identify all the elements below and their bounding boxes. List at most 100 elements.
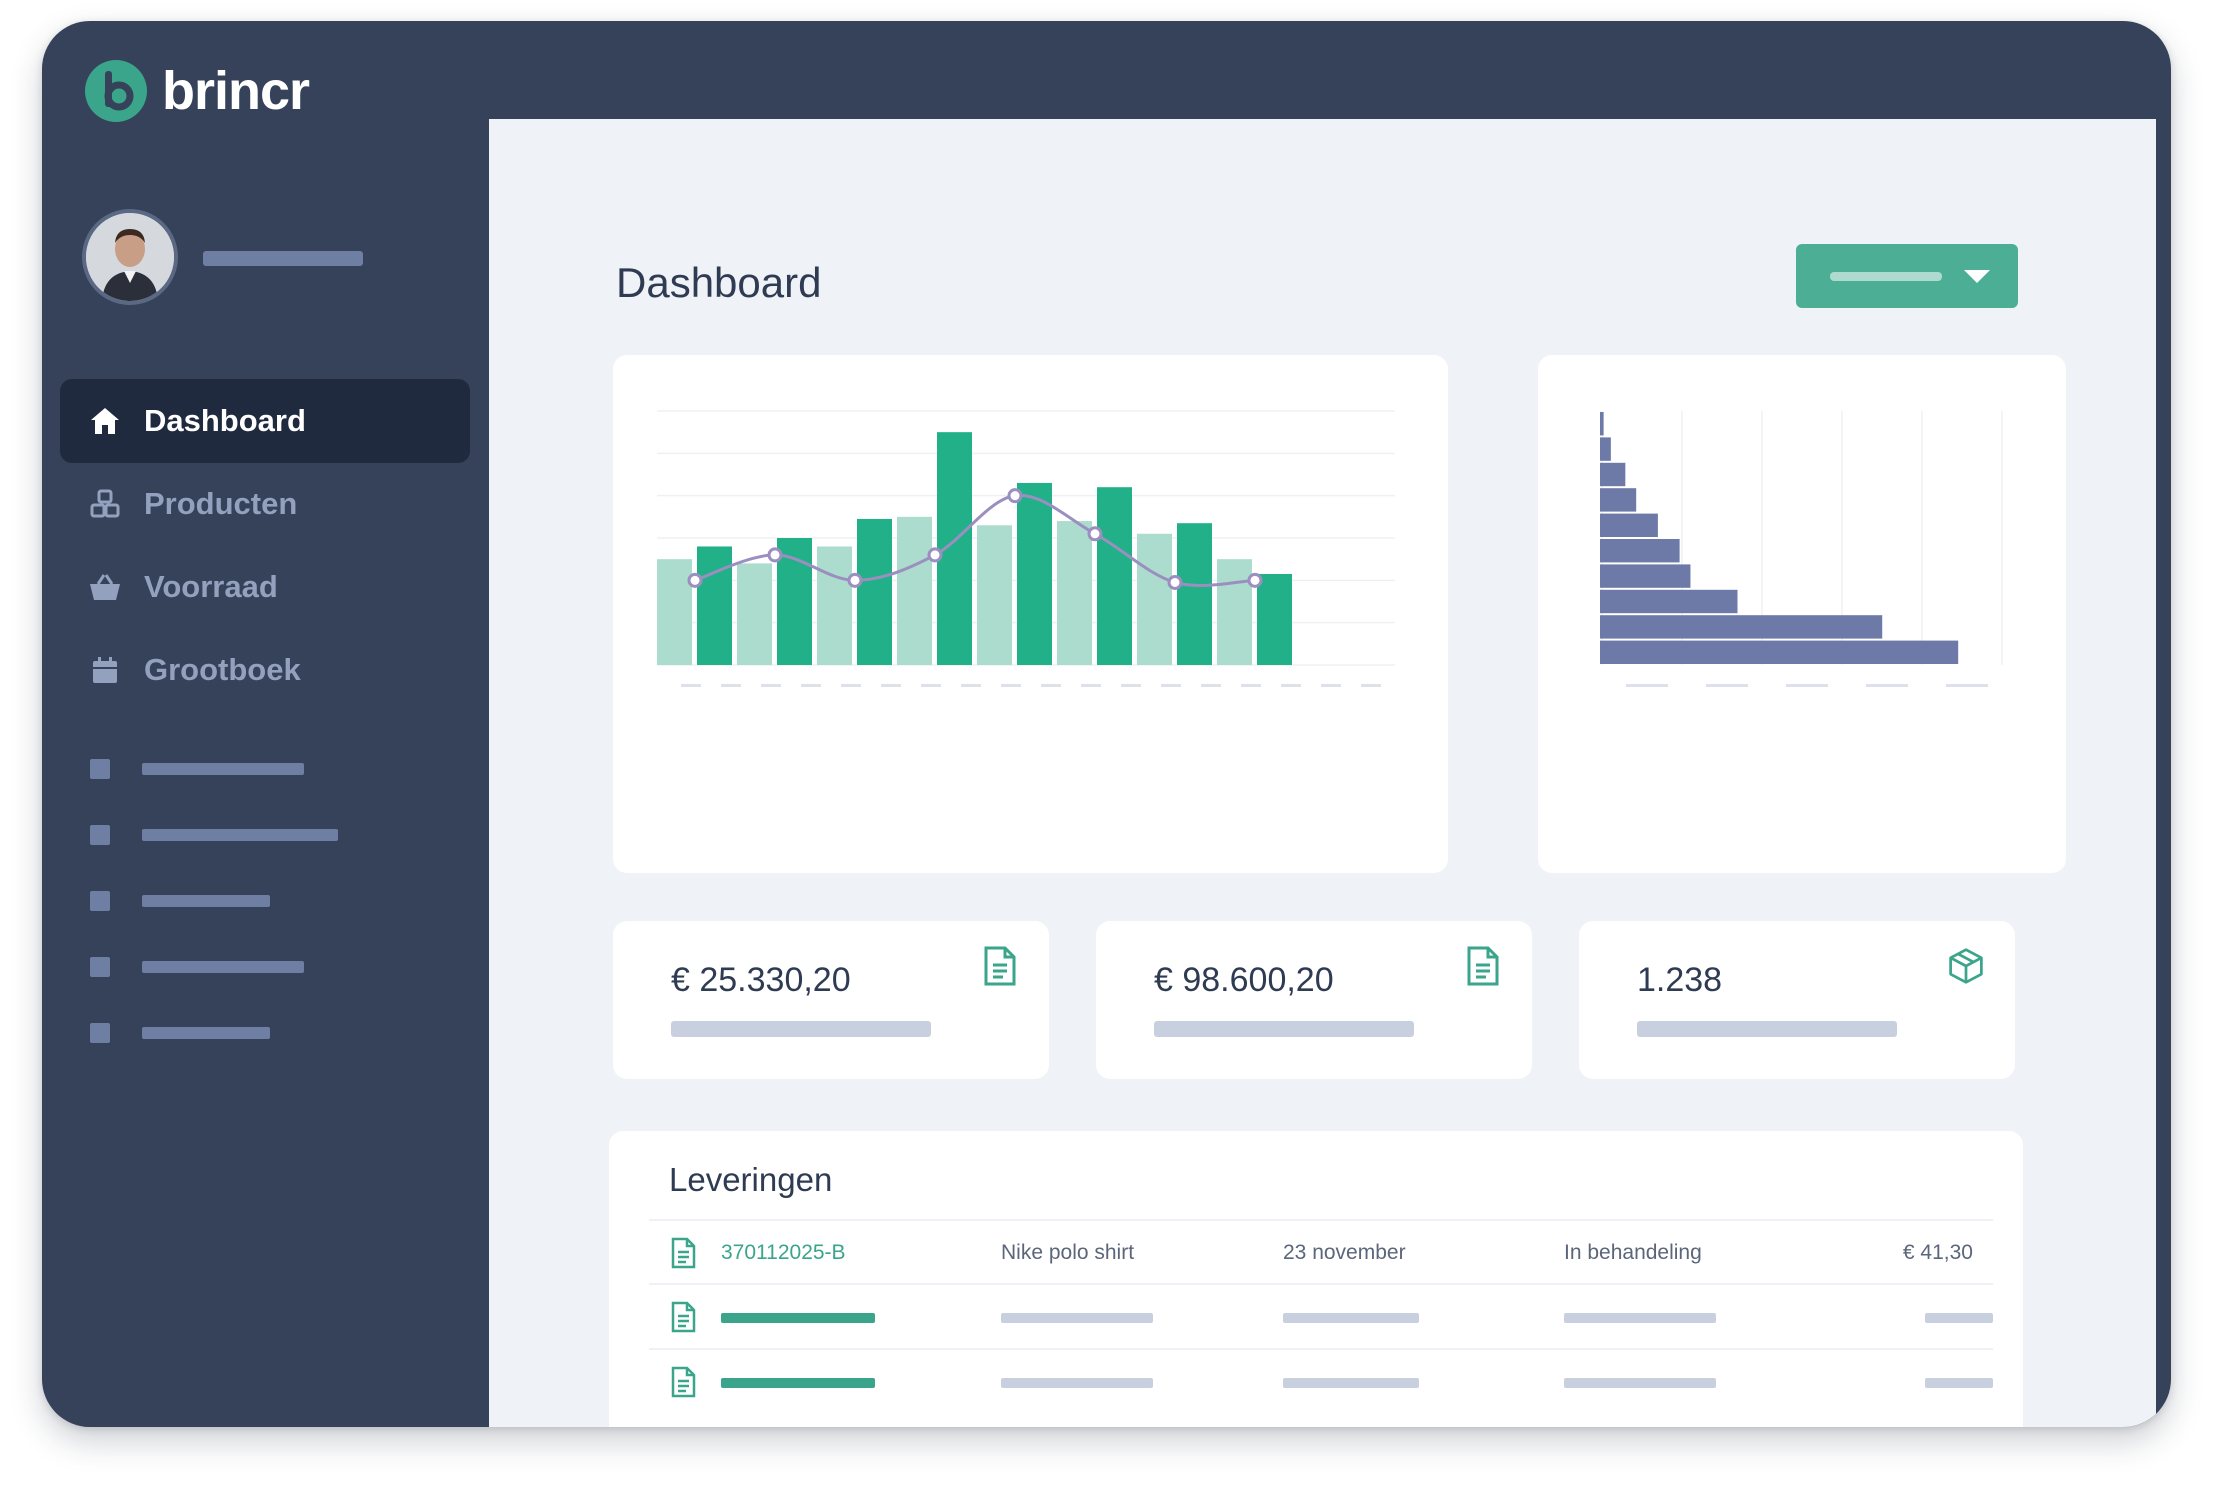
- x-tick-placeholder: [1001, 684, 1021, 687]
- kpi-card[interactable]: 1.238: [1579, 921, 2015, 1079]
- chart-bar: [817, 546, 852, 665]
- x-tick-placeholder: [881, 684, 901, 687]
- kpi-label-placeholder: [1637, 1021, 1897, 1037]
- delivery-amount: € 41,30: [1902, 1241, 1973, 1264]
- kpi-card[interactable]: € 98.600,20: [1096, 921, 1532, 1079]
- x-tick-placeholder: [1241, 684, 1261, 687]
- row-placeholder: [1283, 1378, 1419, 1388]
- sidebar-placeholder-item[interactable]: [90, 957, 304, 977]
- table-row[interactable]: [649, 1283, 1993, 1349]
- horizontal-bar-chart: [1600, 411, 2003, 687]
- series-line: [694, 493, 1256, 587]
- sidebar-placeholder-item[interactable]: [90, 891, 270, 911]
- sidebar-item-label: Grootboek: [144, 652, 301, 687]
- table-row[interactable]: 370112025-B Nike polo shirt 23 november …: [649, 1219, 1993, 1285]
- user-photo: [86, 213, 174, 301]
- deliveries-title: Leveringen: [669, 1161, 833, 1198]
- row-placeholder: [1001, 1378, 1153, 1388]
- delivery-id[interactable]: 370112025-B: [721, 1241, 846, 1264]
- x-tick-placeholder: [1201, 684, 1221, 687]
- line-point: [687, 572, 703, 588]
- table-row[interactable]: [649, 1348, 1993, 1414]
- line-point: [1247, 572, 1263, 588]
- chart-bar: [1257, 573, 1292, 665]
- chart-bar: [1600, 488, 1637, 512]
- document-icon: [671, 1366, 696, 1398]
- chevron-down-icon: [1964, 269, 1990, 283]
- kpi-label-placeholder: [671, 1021, 931, 1037]
- brand[interactable]: brincr: [82, 56, 310, 126]
- chart-bar: [1600, 437, 1611, 461]
- chart-bar: [737, 563, 772, 665]
- x-tick-placeholder: [1081, 684, 1101, 687]
- sidebar-item-label: Voorraad: [144, 569, 278, 604]
- bar-line-chart: [657, 410, 1395, 687]
- kpi-value: € 98.600,20: [1154, 961, 1334, 999]
- chart-bar: [697, 546, 732, 665]
- chart-bar: [1600, 615, 1883, 639]
- main-content: Dashboard € 25.330,20 € 98.600,20 1.238: [489, 119, 2156, 1427]
- x-tick-placeholder: [1041, 684, 1061, 687]
- row-placeholder: [1925, 1378, 1993, 1388]
- line-point: [1167, 574, 1183, 590]
- avatar[interactable]: [82, 209, 178, 305]
- chart-bar: [1057, 521, 1092, 665]
- dropdown-label-placeholder: [1830, 271, 1942, 281]
- x-tick-placeholder: [841, 684, 861, 687]
- sidebar-item-grootboek[interactable]: Grootboek: [60, 628, 470, 712]
- document-icon: [1467, 946, 1499, 986]
- sidebar-item-label: Producten: [144, 486, 298, 521]
- brand-name: brincr: [162, 61, 310, 121]
- horizontal-bar-chart-card: [1538, 355, 2066, 873]
- x-tick-placeholder: [801, 684, 821, 687]
- x-tick-placeholder: [921, 684, 941, 687]
- sidebar-item-voorraad[interactable]: Voorraad: [60, 545, 470, 629]
- period-dropdown-button[interactable]: [1796, 244, 2018, 308]
- chart-bar: [1600, 513, 1658, 537]
- document-icon: [984, 946, 1016, 986]
- row-placeholder: [1564, 1378, 1716, 1388]
- x-tick-placeholder: [1361, 684, 1381, 687]
- sidebar-item-producten[interactable]: Producten: [60, 462, 470, 546]
- sidebar-placeholder-item[interactable]: [90, 759, 304, 779]
- chart-bar: [1600, 462, 1626, 487]
- x-tick-placeholder: [721, 684, 741, 687]
- sidebar-item-dashboard[interactable]: Dashboard: [60, 379, 470, 463]
- line-point: [847, 572, 863, 588]
- chart-bar: [1600, 589, 1738, 614]
- row-placeholder: [721, 1378, 875, 1388]
- chart-bar: [1017, 482, 1052, 665]
- x-tick-placeholder: [1626, 684, 1668, 687]
- row-placeholder: [1564, 1313, 1716, 1323]
- document-icon: [671, 1301, 696, 1333]
- delivery-product: Nike polo shirt: [1001, 1241, 1135, 1264]
- chart-bar: [657, 559, 692, 665]
- row-placeholder: [1283, 1313, 1419, 1323]
- chart-bar: [1097, 487, 1132, 665]
- boxes-icon: [88, 487, 122, 521]
- sidebar-placeholder-item[interactable]: [90, 1023, 270, 1043]
- x-tick-placeholder: [681, 684, 701, 687]
- deliveries-card: Leveringen 370112025-B Nike polo shirt 2…: [609, 1131, 2023, 1427]
- line-point: [927, 547, 943, 563]
- delivery-status: In behandeling: [1564, 1241, 1702, 1264]
- x-tick-placeholder: [1161, 684, 1181, 687]
- package-icon: [1949, 948, 1983, 984]
- chart-bar: [1217, 559, 1252, 665]
- chart-bar: [897, 516, 932, 665]
- line-point: [767, 547, 783, 563]
- page-title: Dashboard: [616, 259, 822, 306]
- sidebar-placeholder-item[interactable]: [90, 825, 338, 845]
- x-tick-placeholder: [961, 684, 981, 687]
- chart-bar: [857, 518, 892, 665]
- app-window: brincr Dashboard Producten Voorraad: [42, 21, 2171, 1427]
- x-tick-placeholder: [1786, 684, 1828, 687]
- row-placeholder: [1001, 1313, 1153, 1323]
- x-tick-placeholder: [1281, 684, 1301, 687]
- kpi-value: € 25.330,20: [671, 961, 851, 999]
- delivery-date: 23 november: [1283, 1241, 1406, 1264]
- chart-bar: [1600, 539, 1680, 563]
- calendar-icon: [88, 653, 122, 687]
- user-name-placeholder: [203, 251, 363, 266]
- kpi-card[interactable]: € 25.330,20: [613, 921, 1049, 1079]
